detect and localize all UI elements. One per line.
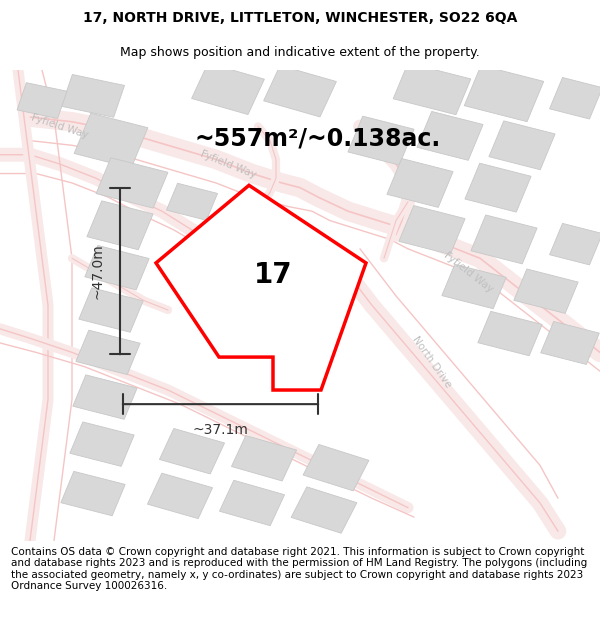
Polygon shape: [160, 429, 224, 474]
Polygon shape: [96, 158, 168, 208]
Polygon shape: [465, 163, 531, 212]
Polygon shape: [263, 66, 337, 117]
Polygon shape: [399, 206, 465, 254]
Polygon shape: [550, 223, 600, 265]
Polygon shape: [196, 216, 248, 253]
Polygon shape: [61, 74, 125, 118]
Polygon shape: [489, 121, 555, 170]
Polygon shape: [87, 201, 153, 250]
Polygon shape: [550, 78, 600, 119]
Polygon shape: [471, 215, 537, 264]
Polygon shape: [541, 321, 599, 364]
Polygon shape: [464, 66, 544, 122]
Polygon shape: [442, 264, 506, 309]
Polygon shape: [303, 444, 369, 491]
Text: ~37.1m: ~37.1m: [193, 423, 248, 437]
Text: Fyfield Way: Fyfield Way: [31, 112, 89, 141]
Polygon shape: [348, 116, 414, 165]
Polygon shape: [220, 480, 284, 526]
Text: 17: 17: [254, 261, 292, 289]
Polygon shape: [74, 113, 148, 168]
Polygon shape: [393, 63, 471, 115]
Text: ~47.0m: ~47.0m: [90, 243, 104, 299]
Text: North Drive: North Drive: [410, 334, 454, 389]
Polygon shape: [514, 269, 578, 313]
Polygon shape: [232, 436, 296, 481]
Polygon shape: [17, 82, 67, 119]
Polygon shape: [76, 330, 140, 374]
Polygon shape: [291, 487, 357, 533]
Polygon shape: [191, 63, 265, 114]
Polygon shape: [417, 111, 483, 161]
Polygon shape: [70, 422, 134, 466]
Polygon shape: [85, 246, 149, 290]
Polygon shape: [166, 183, 218, 220]
Polygon shape: [61, 471, 125, 516]
Text: ~557m²/~0.138ac.: ~557m²/~0.138ac.: [195, 126, 441, 150]
Polygon shape: [387, 159, 453, 208]
Text: Contains OS data © Crown copyright and database right 2021. This information is : Contains OS data © Crown copyright and d…: [11, 546, 587, 591]
Polygon shape: [166, 249, 218, 286]
Polygon shape: [148, 473, 212, 519]
Polygon shape: [156, 185, 366, 390]
Text: Map shows position and indicative extent of the property.: Map shows position and indicative extent…: [120, 46, 480, 59]
Polygon shape: [73, 375, 137, 419]
Polygon shape: [79, 288, 143, 332]
Text: 17, NORTH DRIVE, LITTLETON, WINCHESTER, SO22 6QA: 17, NORTH DRIVE, LITTLETON, WINCHESTER, …: [83, 11, 517, 24]
Text: Fyfield Way: Fyfield Way: [199, 148, 257, 180]
Text: Fyfield Way: Fyfield Way: [442, 250, 494, 294]
Polygon shape: [478, 311, 542, 356]
